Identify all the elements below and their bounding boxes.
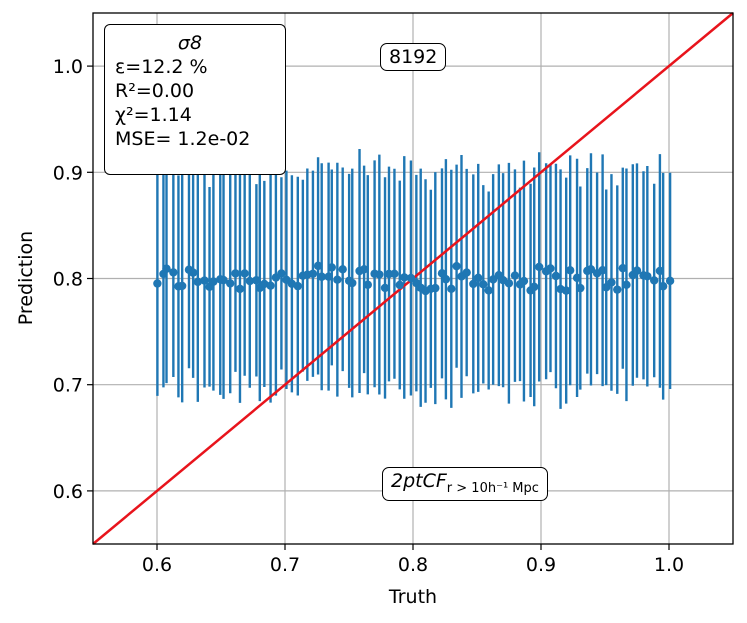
data-point: [226, 279, 235, 288]
sample-size-badge: 8192: [380, 43, 447, 71]
data-point: [308, 269, 318, 278]
data-point: [546, 264, 555, 273]
data-point: [245, 276, 254, 286]
y-axis-ticks: 0.6 0.7 0.8 0.9 1.0: [53, 56, 93, 503]
data-point: [293, 281, 302, 291]
feature-sub-text: r > 10h⁻¹ Mpc: [446, 480, 539, 496]
data-point: [235, 284, 245, 294]
data-point: [561, 286, 571, 295]
stats-chi2: χ²=1.14: [115, 104, 192, 126]
y-tick-label: 1.0: [53, 56, 83, 78]
data-point: [530, 282, 539, 292]
data-point: [169, 268, 178, 277]
data-point: [613, 285, 622, 294]
data-point: [375, 270, 384, 279]
data-point: [231, 269, 240, 278]
data-point: [252, 276, 261, 285]
data-point: [576, 283, 585, 293]
data-point: [193, 277, 203, 287]
y-axis-label: Prediction: [15, 231, 37, 325]
data-point: [565, 266, 575, 275]
data-point: [551, 271, 561, 281]
data-point: [277, 269, 286, 278]
data-point: [313, 261, 323, 271]
data-point: [209, 277, 218, 286]
data-point: [632, 266, 642, 275]
data-point: [643, 272, 652, 281]
data-point: [607, 278, 616, 287]
data-point: [622, 280, 631, 290]
data-point: [219, 275, 228, 285]
x-tick-label: 0.6: [142, 554, 172, 576]
data-point: [359, 265, 369, 274]
stats-title: σ8: [177, 32, 203, 54]
data-point: [452, 261, 461, 271]
data-point: [469, 279, 478, 289]
data-point: [200, 276, 209, 285]
data-point: [395, 280, 404, 290]
data-point: [390, 269, 399, 278]
x-tick-label: 0.8: [398, 554, 428, 576]
data-point: [572, 273, 582, 283]
data-point: [327, 263, 336, 272]
data-point: [162, 264, 171, 273]
data-point: [380, 283, 390, 293]
data-point: [188, 268, 198, 277]
data-point: [338, 265, 347, 274]
x-tick-label: 1.0: [654, 554, 684, 576]
data-point: [474, 273, 483, 283]
data-point: [655, 266, 665, 276]
data-point: [317, 272, 326, 281]
data-point: [598, 266, 607, 275]
data-point: [586, 265, 596, 274]
data-point: [618, 263, 627, 273]
y-tick-label: 0.9: [53, 162, 83, 184]
data-point: [519, 276, 529, 286]
data-point: [437, 269, 447, 278]
data-point: [441, 275, 451, 284]
data-point: [363, 280, 372, 289]
stats-epsilon: ε=12.2 %: [115, 56, 208, 78]
data-point: [177, 281, 187, 291]
data-point: [504, 279, 514, 288]
data-point: [484, 286, 493, 295]
data-point: [400, 273, 409, 282]
data-point: [649, 276, 659, 285]
x-tick-label: 0.9: [526, 554, 556, 576]
data-point: [447, 284, 456, 294]
data-point: [406, 273, 416, 283]
y-tick-label: 0.8: [53, 269, 83, 291]
x-axis-label: Truth: [388, 586, 437, 608]
data-point: [658, 282, 668, 291]
data-point: [534, 262, 544, 272]
data-point: [462, 268, 471, 277]
y-tick-label: 0.7: [53, 375, 83, 397]
data-point: [348, 278, 357, 288]
data-point: [153, 279, 162, 288]
stats-mse: MSE= 1.2e-02: [115, 128, 251, 150]
data-point: [510, 271, 520, 280]
data-points: [153, 261, 675, 296]
data-point: [324, 272, 333, 281]
data-point: [665, 276, 675, 286]
data-point: [266, 281, 275, 290]
data-point: [431, 283, 440, 293]
data-point: [240, 269, 249, 278]
feature-main-text: 2ptCF: [391, 470, 447, 492]
data-point: [479, 280, 488, 289]
stats-legend-box: σ8 ε=12.2 % R²=0.00 χ²=1.14 MSE= 1.2e-02: [104, 24, 286, 175]
feature-badge: 2ptCFr > 10h⁻¹ Mpc: [382, 467, 548, 501]
x-axis-ticks: 0.6 0.7 0.8 0.9 1.0: [142, 544, 684, 576]
data-point: [333, 275, 342, 284]
x-tick-label: 0.7: [270, 554, 300, 576]
y-tick-label: 0.6: [53, 481, 83, 503]
stats-r2: R²=0.00: [115, 80, 195, 102]
